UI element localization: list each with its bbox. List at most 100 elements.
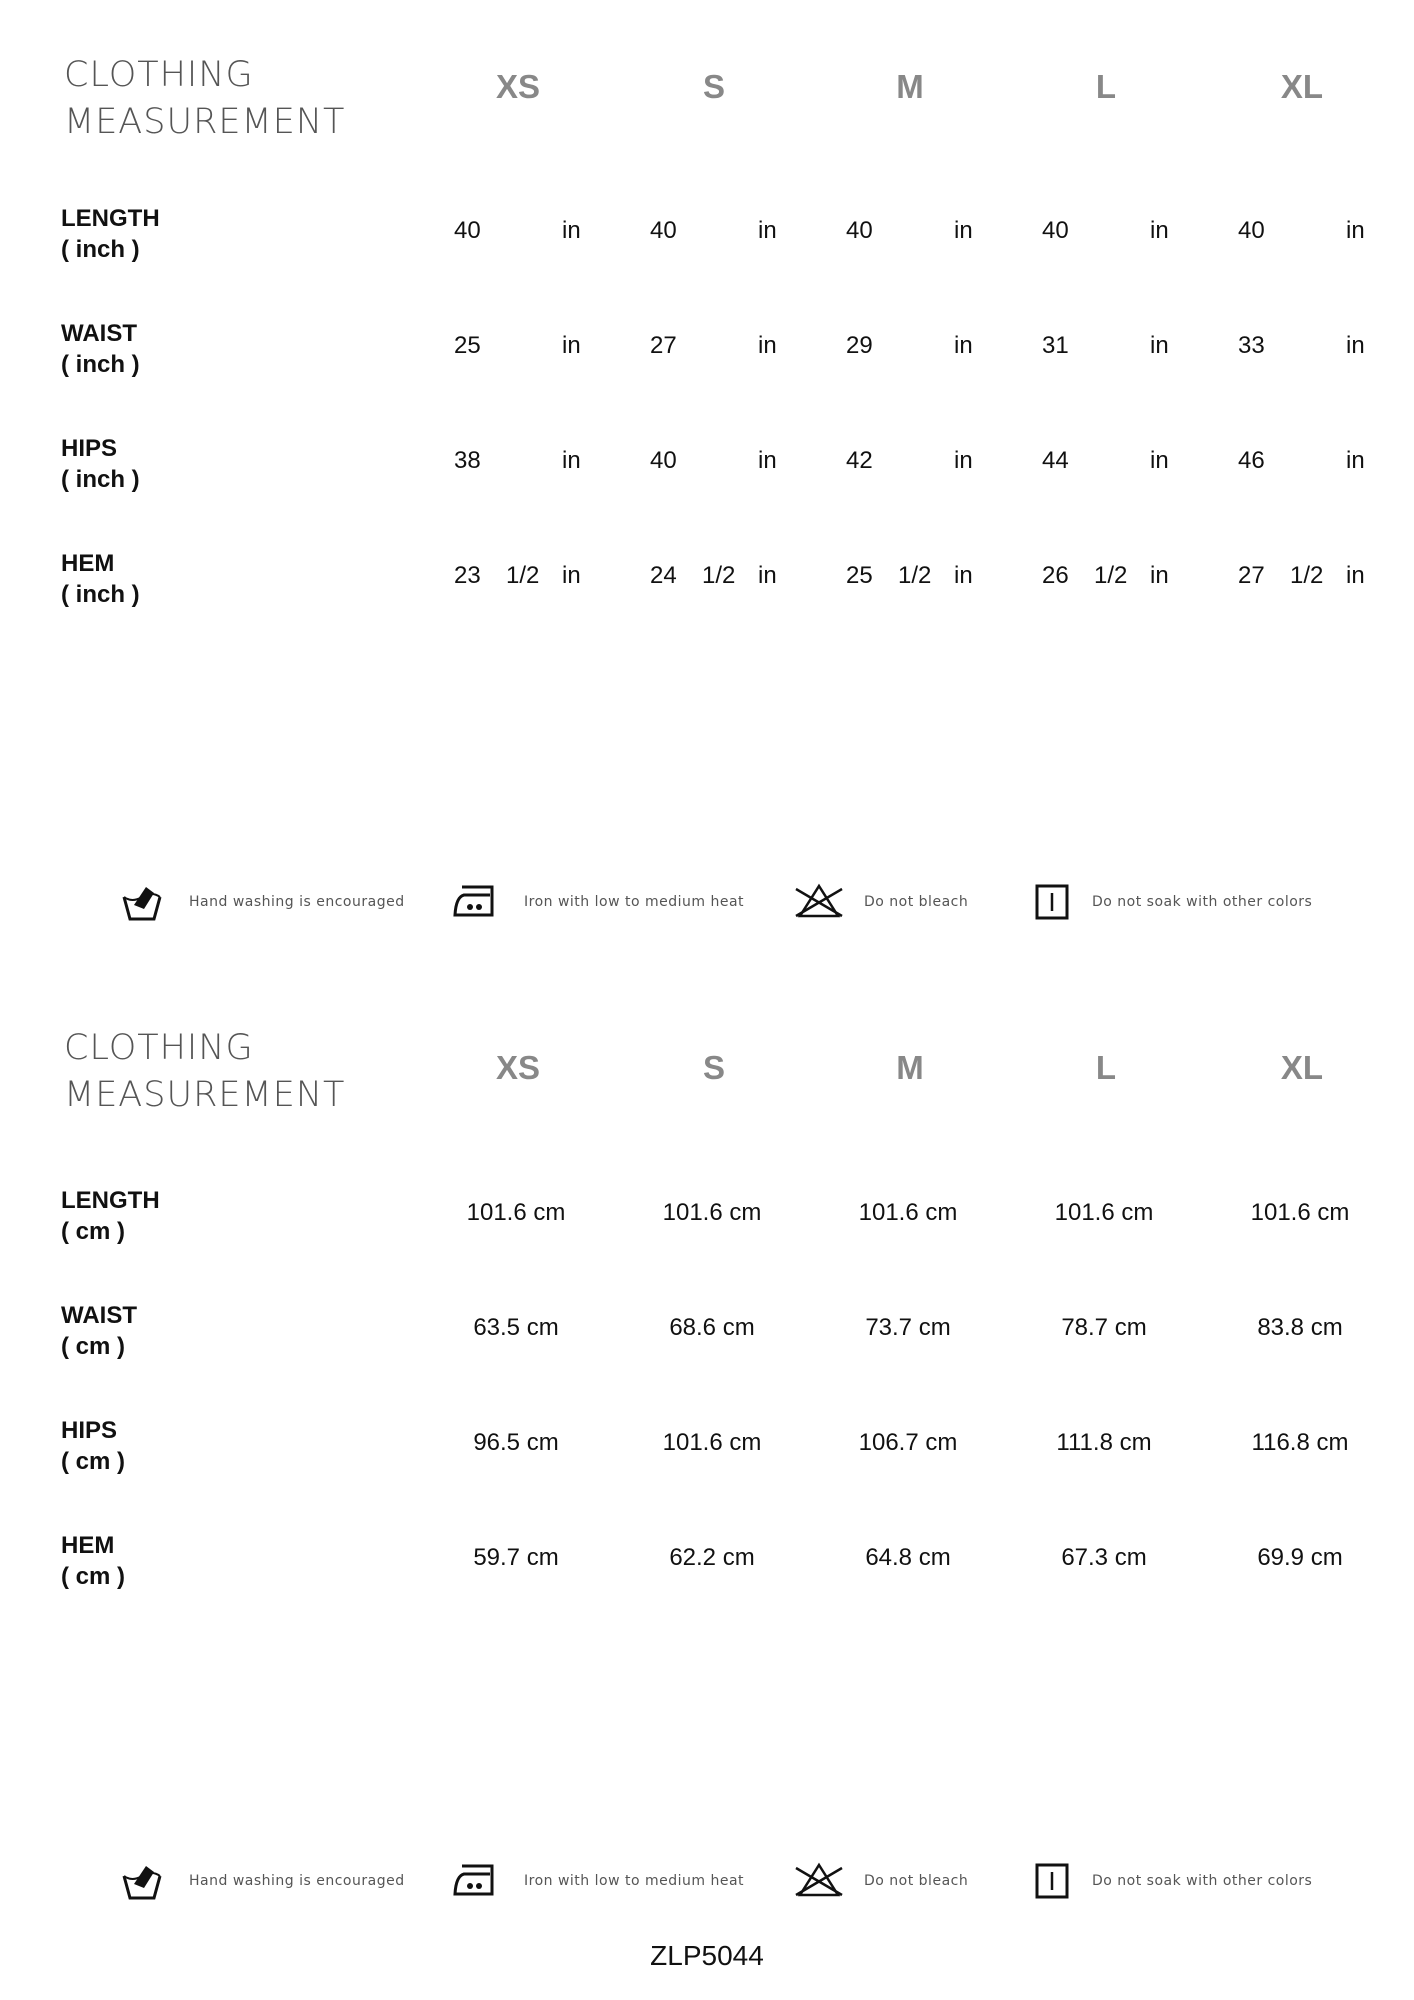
- size-header-xs: XS: [495, 68, 541, 105]
- measurement-label: WAIST: [61, 320, 137, 347]
- value-unit: in: [954, 217, 973, 244]
- value-cm: 101.6 cm: [1054, 1199, 1154, 1226]
- measurement-unit: ( cm ): [61, 1448, 126, 1475]
- measurement-label: HIPS: [61, 1417, 118, 1444]
- iron-low-medium-icon: [452, 1862, 500, 1903]
- value-unit: in: [758, 562, 777, 589]
- value-number: 26: [1042, 562, 1069, 589]
- value-number: 29: [846, 332, 873, 359]
- value-number: 25: [846, 562, 873, 589]
- value-fraction: 1/2: [702, 562, 736, 589]
- value-cm: 67.3 cm: [1061, 1544, 1147, 1571]
- value-unit: in: [1150, 447, 1169, 474]
- value-unit: in: [1346, 332, 1365, 359]
- value-cm: 78.7 cm: [1061, 1314, 1147, 1341]
- measurement-label: HEM: [61, 1532, 115, 1559]
- section-title-line1: CLOTHING: [64, 55, 254, 95]
- do-not-soak-icon: [1034, 883, 1070, 926]
- measurement-label: LENGTH: [61, 1187, 160, 1214]
- value-unit: in: [1150, 217, 1169, 244]
- measurement-unit: ( cm ): [61, 1563, 126, 1590]
- section-title-line2: MEASUREMENT: [64, 1075, 346, 1115]
- size-header-s: S: [702, 68, 725, 105]
- value-number: 27: [1238, 562, 1265, 589]
- care-instruction-text: Hand washing is encouraged: [189, 1873, 405, 1889]
- measurement-unit: ( inch ): [61, 351, 140, 378]
- value-number: 46: [1238, 447, 1265, 474]
- value-cm: 101.6 cm: [662, 1199, 762, 1226]
- care-instruction-text: Do not bleach: [864, 1873, 969, 1889]
- care-instruction-text: Iron with low to medium heat: [524, 894, 745, 910]
- care-instruction-text: Hand washing is encouraged: [189, 894, 405, 910]
- value-number: 33: [1238, 332, 1265, 359]
- measurement-unit: ( cm ): [61, 1333, 126, 1360]
- value-number: 38: [454, 447, 481, 474]
- value-number: 44: [1042, 447, 1069, 474]
- care-instruction-text: Do not soak with other colors: [1092, 1873, 1313, 1889]
- value-unit: in: [758, 217, 777, 244]
- value-unit: in: [758, 332, 777, 359]
- value-cm: 69.9 cm: [1257, 1544, 1343, 1571]
- value-unit: in: [954, 332, 973, 359]
- value-cm: 64.8 cm: [865, 1544, 951, 1571]
- value-cm: 73.7 cm: [865, 1314, 951, 1341]
- value-number: 31: [1042, 332, 1069, 359]
- value-fraction: 1/2: [1094, 562, 1128, 589]
- value-cm: 63.5 cm: [473, 1314, 559, 1341]
- value-unit: in: [562, 332, 581, 359]
- value-cm: 106.7 cm: [858, 1429, 958, 1456]
- care-instruction-text: Iron with low to medium heat: [524, 1873, 745, 1889]
- measurement-label: WAIST: [61, 1302, 137, 1329]
- hand-wash-icon: [120, 883, 164, 928]
- value-cm: 101.6 cm: [1250, 1199, 1350, 1226]
- value-number: 25: [454, 332, 481, 359]
- measurement-unit: ( inch ): [61, 236, 140, 263]
- value-unit: in: [1150, 332, 1169, 359]
- measurement-label: HIPS: [61, 435, 118, 462]
- value-unit: in: [1346, 217, 1365, 244]
- size-header-xl: XL: [1280, 1049, 1324, 1086]
- value-number: 40: [1042, 217, 1069, 244]
- do-not-bleach-icon: [792, 883, 846, 924]
- value-unit: in: [954, 447, 973, 474]
- value-unit: in: [758, 447, 777, 474]
- section-title-line1: CLOTHING: [64, 1028, 254, 1068]
- value-cm: 83.8 cm: [1257, 1314, 1343, 1341]
- value-number: 40: [650, 447, 677, 474]
- size-header-xl: XL: [1280, 68, 1324, 105]
- value-cm: 101.6 cm: [662, 1429, 762, 1456]
- value-number: 40: [650, 217, 677, 244]
- value-unit: in: [954, 562, 973, 589]
- value-cm: 96.5 cm: [473, 1429, 559, 1456]
- value-cm: 59.7 cm: [473, 1544, 559, 1571]
- value-unit: in: [562, 562, 581, 589]
- hand-wash-icon: [120, 1862, 164, 1907]
- value-fraction: 1/2: [1290, 562, 1324, 589]
- value-number: 40: [454, 217, 481, 244]
- value-cm: 116.8 cm: [1251, 1429, 1349, 1456]
- iron-low-medium-icon: [452, 883, 500, 924]
- do-not-soak-icon: [1034, 1862, 1070, 1905]
- value-fraction: 1/2: [898, 562, 932, 589]
- do-not-bleach-icon: [792, 1862, 846, 1903]
- value-unit: in: [1150, 562, 1169, 589]
- care-instruction-text: Do not bleach: [864, 894, 969, 910]
- section-title-line2: MEASUREMENT: [64, 102, 346, 142]
- value-unit: in: [1346, 562, 1365, 589]
- measurement-unit: ( inch ): [61, 466, 140, 493]
- value-cm: 101.6 cm: [466, 1199, 566, 1226]
- value-fraction: 1/2: [506, 562, 540, 589]
- size-header-l: L: [1095, 1049, 1117, 1086]
- value-unit: in: [562, 217, 581, 244]
- care-instruction-text: Do not soak with other colors: [1092, 894, 1313, 910]
- value-number: 27: [650, 332, 677, 359]
- size-header-m: M: [896, 68, 924, 105]
- size-header-m: M: [896, 1049, 924, 1086]
- size-header-s: S: [702, 1049, 725, 1086]
- value-number: 23: [454, 562, 481, 589]
- measurement-unit: ( inch ): [61, 581, 140, 608]
- value-number: 24: [650, 562, 677, 589]
- measurement-unit: ( cm ): [61, 1218, 126, 1245]
- measurement-label: LENGTH: [61, 205, 160, 232]
